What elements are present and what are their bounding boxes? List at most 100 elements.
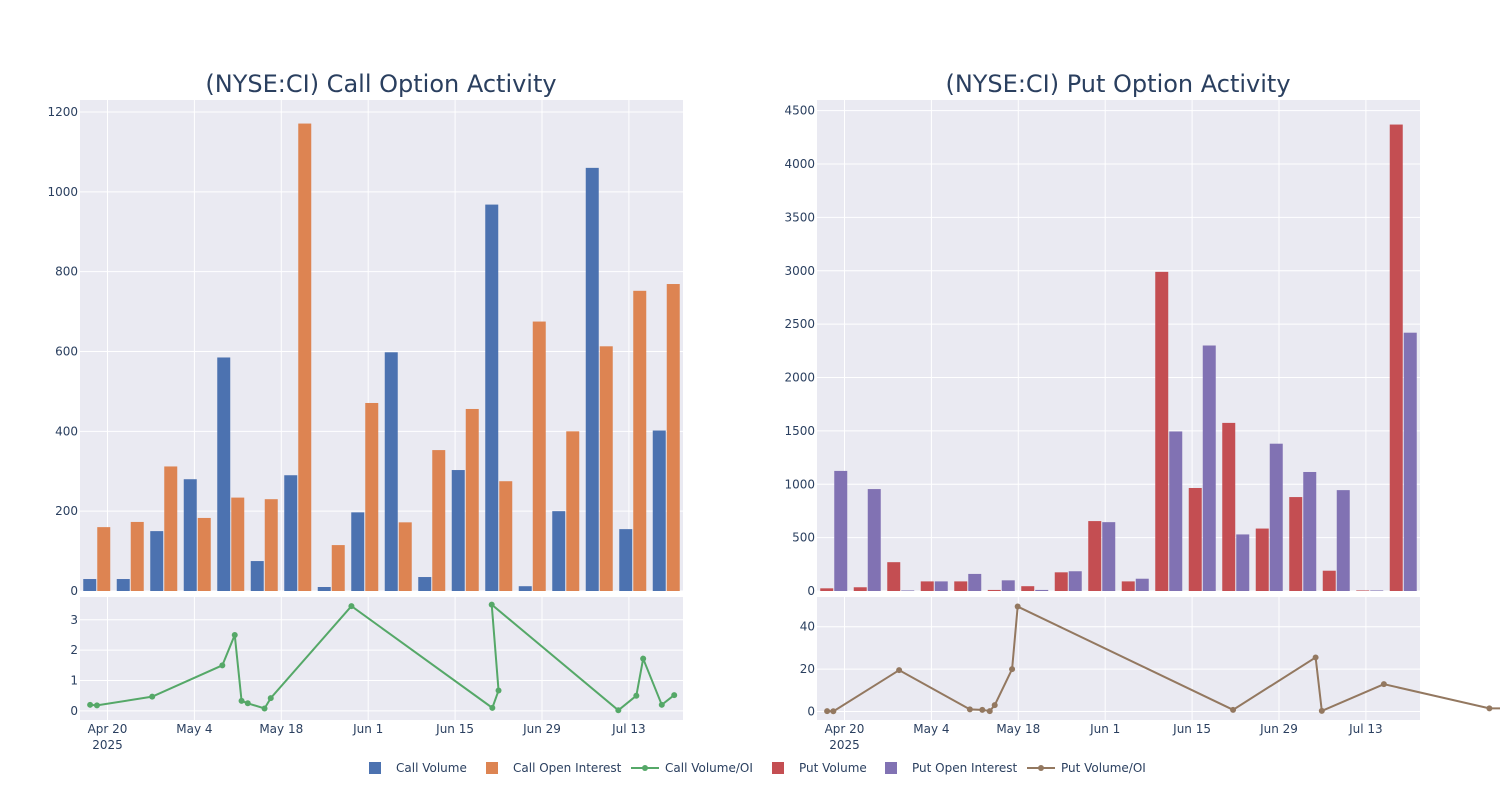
put-bar-y-tick-label: 0 — [807, 584, 815, 598]
put-line-y-tick-label: 40 — [800, 620, 815, 634]
put-bar-put-volume — [887, 562, 901, 591]
data-marks — [83, 123, 1500, 715]
call-line-y-tick-label: 3 — [70, 613, 78, 627]
put-bar-put-volume — [820, 588, 834, 591]
legend: Call Volume Call Open Interest Call Volume… — [369, 761, 1146, 775]
call-ratio-point — [671, 692, 678, 699]
put-bar-put-open-interest — [968, 573, 982, 591]
put-ratio-point — [1014, 603, 1021, 610]
legend-marker-put-volume-oi[interactable] — [1038, 765, 1044, 771]
put-bar-put-open-interest — [1202, 345, 1216, 591]
call-bar-y-tick-label: 1200 — [47, 105, 78, 119]
put-bar-put-volume — [1188, 487, 1202, 591]
put-bar-put-open-interest — [1370, 590, 1384, 591]
legend-swatch-call-open-interest[interactable] — [486, 762, 498, 774]
call-ratio-point — [238, 697, 245, 704]
put-bar-put-open-interest — [1068, 571, 1082, 591]
put-ratio-point — [1230, 706, 1237, 713]
call-ratio-plot-area — [80, 597, 683, 720]
call-bar-call-open-interest — [432, 450, 446, 591]
call-bar-call-volume — [250, 561, 264, 591]
put-bar-put-volume — [1054, 572, 1068, 591]
legend-label-call-volume[interactable]: Call Volume — [396, 761, 467, 775]
put-ratio-series-line — [827, 605, 1500, 713]
put-bar-put-open-interest — [1269, 443, 1283, 591]
put-ratio-point — [986, 708, 993, 715]
put-bar-put-open-interest — [1403, 332, 1417, 591]
call-bar-call-volume — [284, 475, 298, 591]
put-bar-y-tick-label: 3000 — [784, 264, 815, 278]
call-x-tick-label: May 4 — [176, 722, 212, 736]
call-bar-call-open-interest — [633, 290, 647, 591]
call-ratio-point — [267, 695, 274, 702]
call-ratio-point — [489, 704, 496, 711]
legend-label-put-volume[interactable]: Put Volume — [799, 761, 867, 775]
call-x-tick-label: Jul 13 — [611, 722, 646, 736]
call-bar-call-open-interest — [331, 545, 345, 591]
put-bar-put-volume — [1356, 590, 1370, 591]
put-bar-y-tick-label: 4500 — [784, 104, 815, 118]
put-x-tick-label: Jul 13 — [1348, 722, 1383, 736]
legend-label-call-volume-oi[interactable]: Call Volume/OI — [665, 761, 753, 775]
put-bar-y-tick-label: 3500 — [784, 210, 815, 224]
put-bar-put-open-interest — [1102, 522, 1116, 591]
call-bar-call-volume — [552, 511, 566, 591]
call-line-y-tick-label: 1 — [70, 674, 78, 688]
put-bar-put-volume — [1222, 422, 1236, 591]
call-ratio-point — [633, 692, 640, 699]
call-bar-call-open-interest — [97, 527, 111, 591]
call-bar-call-volume — [384, 352, 398, 591]
call-bar-call-open-interest — [599, 346, 613, 591]
call-ratio-point — [488, 601, 495, 608]
put-bar-put-open-interest — [1035, 589, 1049, 591]
call-bar-call-volume — [83, 579, 97, 591]
call-bar-call-volume — [619, 529, 633, 591]
put-x-tick-year: 2025 — [829, 738, 860, 752]
call-bar-call-volume — [518, 586, 532, 591]
put-bar-put-volume — [954, 581, 968, 591]
put-x-tick-label: Apr 20 — [825, 722, 865, 736]
legend-marker-call-volume-oi[interactable] — [642, 765, 648, 771]
call-ratio-series-line — [90, 602, 675, 712]
call-bar-call-volume — [317, 587, 331, 591]
call-bar-y-tick-label: 600 — [55, 344, 78, 358]
call-ratio-point — [348, 603, 355, 610]
put-bar-put-open-interest — [1135, 578, 1149, 591]
put-bar-put-volume — [1155, 271, 1169, 591]
call-bar-y-tick-label: 200 — [55, 504, 78, 518]
gridlines — [80, 100, 1420, 720]
call-bar-call-open-interest — [499, 481, 513, 591]
legend-label-put-volume-oi[interactable]: Put Volume/OI — [1061, 761, 1146, 775]
put-ratio-point — [991, 702, 998, 709]
call-ratio-point — [658, 701, 665, 708]
legend-swatch-put-volume[interactable] — [772, 762, 784, 774]
legend-label-put-open-interest[interactable]: Put Open Interest — [912, 761, 1018, 775]
legend-swatch-put-open-interest[interactable] — [885, 762, 897, 774]
put-bar-plot-area — [817, 100, 1420, 591]
call-line-y-tick-label: 0 — [70, 704, 78, 718]
legend-label-call-open-interest[interactable]: Call Open Interest — [513, 761, 622, 775]
put-bar-put-volume — [1255, 528, 1269, 591]
put-ratio-point — [1380, 681, 1387, 688]
put-ratio-point — [1486, 705, 1493, 712]
put-bar-put-open-interest — [1169, 431, 1183, 591]
call-bar-call-volume — [652, 430, 666, 591]
legend-swatch-call-volume[interactable] — [369, 762, 381, 774]
call-bar-call-open-interest — [264, 499, 278, 591]
call-x-tick-label: Jun 15 — [435, 722, 474, 736]
put-x-tick-label: Jun 15 — [1172, 722, 1211, 736]
call-bar-y-tick-label: 800 — [55, 265, 78, 279]
call-x-tick-label: May 18 — [259, 722, 303, 736]
put-bar-put-open-interest — [867, 489, 881, 591]
call-bar-call-volume — [585, 167, 599, 591]
call-x-tick-year: 2025 — [92, 738, 123, 752]
call-bar-call-open-interest — [532, 321, 546, 591]
put-bar-put-volume — [1021, 586, 1035, 591]
call-bar-call-open-interest — [164, 466, 178, 591]
put-bar-put-volume — [1389, 124, 1403, 592]
call-bar-call-open-interest — [130, 521, 144, 591]
put-ratio-point — [979, 706, 986, 713]
call-bar-call-volume — [351, 512, 365, 591]
put-bar-put-open-interest — [1001, 580, 1015, 591]
put-bar-put-volume — [1121, 581, 1135, 591]
